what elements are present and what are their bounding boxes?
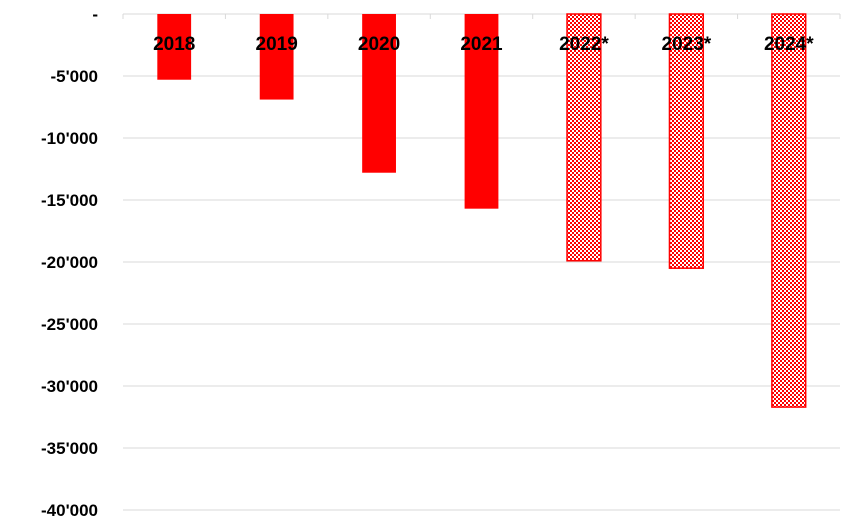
y-tick-label: -35'000 [41,439,98,458]
category-labels: 2018 2019 2020 2021 2022* 2023* 2024* [153,34,814,55]
y-tick-label: -5'000 [50,67,98,86]
bar-forecast-2023 [668,13,705,269]
bar-2020 [362,14,396,173]
y-tick-label: -10'000 [41,129,98,148]
bar-2019 [259,14,294,100]
bar-2021 [464,14,499,209]
bar-forecast-2022 [566,13,602,262]
y-tick-label: -15'000 [41,191,98,210]
y-tick-label: -25'000 [41,315,98,334]
category-label: 2024* [764,34,814,55]
category-label: 2019 [256,34,298,55]
bar-layer [157,13,807,408]
category-label: 2018 [153,34,195,55]
y-tick-label: -30'000 [41,377,98,396]
category-label: 2020 [358,34,400,55]
category-label: 2021 [460,34,503,55]
y-tick-label: -20'000 [41,253,98,272]
y-tick-label: -40'000 [41,501,98,520]
y-tick-label: - [92,5,98,24]
category-label: 2022* [559,34,609,55]
y-axis-ticks: - -5'000 -10'000 -15'000 -20'000 -25'000 -30'0… [41,5,98,520]
bar-2018 [157,14,192,80]
bar-forecast-2024 [771,13,807,408]
category-label: 2023* [662,34,712,55]
